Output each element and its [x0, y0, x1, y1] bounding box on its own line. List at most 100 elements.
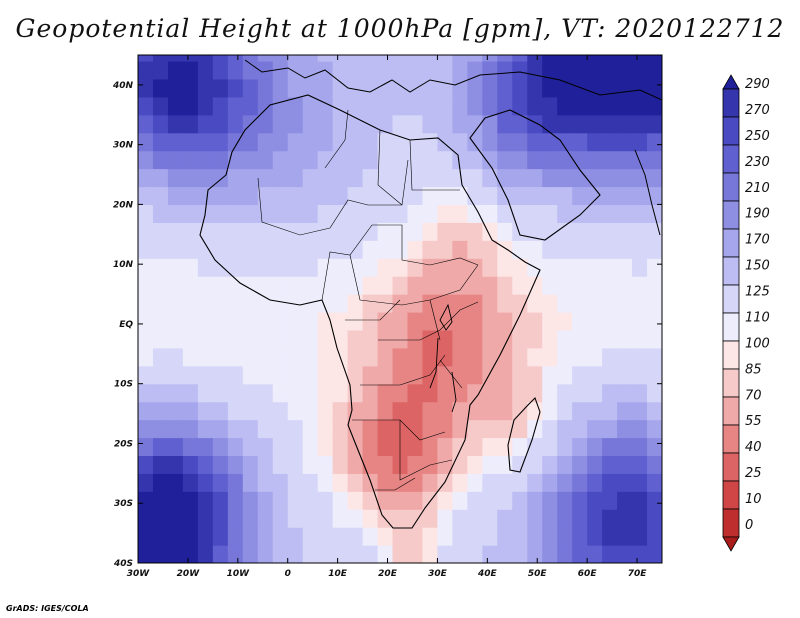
gph-cell: [482, 347, 498, 367]
gph-cell: [422, 204, 439, 223]
gph-cell: [557, 114, 573, 134]
gph-cell: [167, 509, 184, 528]
gph-cell: [287, 294, 304, 313]
gph-cell: [242, 509, 259, 528]
gph-cell: [167, 294, 184, 313]
gph-cell: [392, 383, 409, 403]
gph-cell: [617, 204, 633, 223]
gph-cell: [227, 294, 244, 313]
gph-cell: [167, 204, 184, 223]
gph-cell: [647, 401, 662, 421]
gph-cell: [317, 473, 334, 492]
gph-cell: [482, 132, 498, 152]
gph-cell: [602, 545, 618, 563]
gph-cell: [437, 204, 453, 223]
gph-cell: [347, 509, 364, 528]
gph-cell: [527, 55, 543, 62]
gph-cell: [197, 419, 214, 439]
gph-cell: [482, 294, 498, 313]
gph-cell: [138, 222, 154, 241]
gph-cell: [587, 437, 603, 457]
gph-cell: [587, 55, 603, 62]
gph-cell: [587, 96, 603, 116]
gph-cell: [362, 329, 379, 349]
gph-cell: [257, 473, 274, 492]
gph-cell: [557, 545, 573, 563]
colorbar-label: 110: [745, 311, 770, 326]
colorbar-swatch: [722, 312, 740, 342]
gph-cell: [257, 168, 274, 188]
gph-cell: [302, 311, 319, 331]
gph-cell: [437, 55, 453, 62]
gph-cell: [602, 258, 618, 277]
gph-cell: [542, 455, 558, 474]
gph-cell: [377, 419, 394, 439]
gph-cell: [182, 258, 199, 277]
gph-cell: [497, 347, 513, 367]
gph-cell: [152, 132, 169, 152]
gph-cell: [392, 55, 409, 62]
gph-cell: [407, 545, 424, 563]
gph-cell: [302, 437, 319, 457]
gph-cell: [257, 455, 274, 474]
gph-cell: [527, 311, 543, 331]
gph-cell: [197, 55, 214, 62]
gph-cell: [467, 455, 483, 474]
gph-cell: [452, 222, 468, 241]
lon-tick-label: 60E: [578, 569, 598, 579]
gph-cell: [347, 60, 364, 80]
gph-cell: [287, 545, 304, 563]
gph-cell: [167, 96, 184, 116]
gph-cell: [377, 96, 394, 116]
gph-cell: [377, 258, 394, 277]
gph-cell: [527, 114, 543, 134]
gph-cell: [152, 545, 169, 563]
gph-cell: [632, 455, 648, 474]
gph-cell: [437, 401, 453, 421]
gph-cell: [197, 329, 214, 349]
gph-cell: [437, 455, 453, 474]
gph-cell: [152, 509, 169, 528]
gph-cell: [422, 132, 439, 152]
gph-cell: [302, 509, 319, 528]
gph-cell: [482, 276, 498, 295]
gph-cell: [437, 186, 453, 206]
gph-cell: [572, 365, 588, 385]
gph-cell: [362, 258, 379, 277]
gph-cell: [227, 150, 244, 170]
country-borders: [257, 109, 479, 491]
gph-cell: [542, 150, 558, 170]
colorbar-label: 150: [745, 259, 770, 274]
colorbar-swatch: [722, 228, 740, 258]
gph-cell: [242, 96, 259, 116]
gph-cell: [497, 150, 513, 170]
gph-cell: [152, 258, 169, 277]
gph-cell: [632, 222, 648, 241]
gph-cell: [302, 222, 319, 241]
gph-cell: [512, 258, 528, 277]
gph-cell: [437, 365, 453, 385]
gph-cell: [197, 437, 214, 457]
gph-cell: [227, 186, 244, 206]
gph-cell: [602, 204, 618, 223]
gph-cell: [257, 401, 274, 421]
gph-cell: [482, 437, 498, 457]
gph-cell: [632, 383, 648, 403]
gph-cell: [152, 401, 169, 421]
gph-cell: [332, 294, 349, 313]
gph-cell: [377, 491, 394, 510]
gph-cell: [212, 222, 229, 241]
gph-cell: [422, 311, 439, 331]
gph-cell: [587, 347, 603, 367]
gph-cell: [167, 473, 184, 492]
gph-cell: [617, 473, 633, 492]
gph-cell: [452, 276, 468, 295]
gph-cell: [407, 276, 424, 295]
gph-cell: [362, 240, 379, 259]
gph-cell: [317, 365, 334, 385]
gph-cell: [392, 491, 409, 510]
gph-cell: [242, 222, 259, 241]
gph-cell: [527, 60, 543, 80]
gph-cell: [422, 419, 439, 439]
